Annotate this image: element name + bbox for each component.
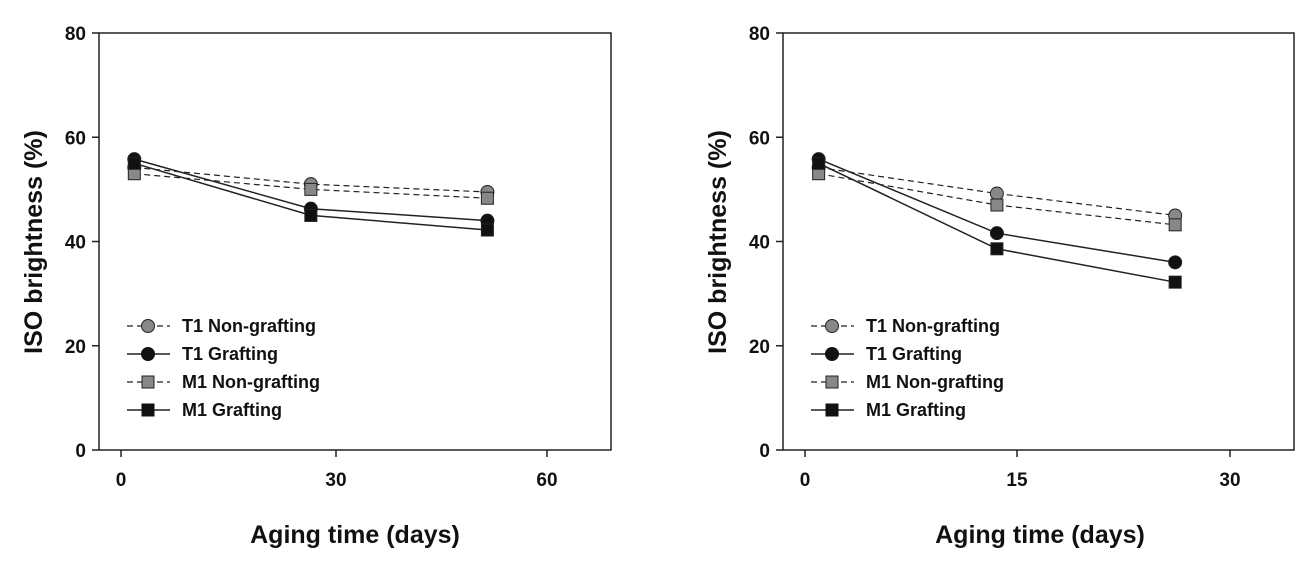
legend-marker	[141, 347, 155, 361]
legend-marker	[825, 375, 839, 389]
series-group	[811, 152, 1183, 289]
legend-label: M1 Non-grafting	[866, 372, 1004, 392]
legend-item: T1 Non-grafting	[811, 316, 1000, 336]
data-point	[1168, 255, 1183, 270]
plot-frame	[782, 32, 1295, 451]
data-point	[480, 223, 494, 237]
legend: T1 Non-grafting T1 Grafting M1 Non-graft…	[127, 316, 320, 420]
y-tick-label: 80	[65, 24, 86, 45]
legend-label: M1 Non-grafting	[182, 372, 320, 392]
y-tick-label: 20	[65, 337, 86, 358]
chart-right: 0 20 40 60 80 0 15 30 Aging time (days) …	[704, 24, 1295, 549]
data-point	[1168, 275, 1182, 289]
chart-left: 0 20 40 60 80 0 30 60 Aging time (days) …	[20, 24, 612, 549]
y-tick-label: 60	[65, 128, 86, 149]
data-point	[304, 182, 318, 196]
legend-marker	[141, 403, 155, 417]
data-point	[480, 191, 494, 205]
x-axis-title: Aging time (days)	[250, 521, 460, 549]
data-point	[1168, 218, 1182, 232]
plot-frame	[98, 32, 612, 451]
legend-marker	[141, 319, 155, 333]
data-point	[127, 156, 141, 170]
data-point	[990, 242, 1004, 256]
legend-marker	[825, 319, 839, 333]
x-tick-label: 0	[800, 470, 811, 491]
x-tick-label: 15	[1006, 470, 1028, 491]
x-tick-label: 30	[325, 470, 346, 491]
x-axis: 0 30 60	[116, 450, 558, 491]
legend-item: M1 Non-grafting	[127, 372, 320, 392]
y-axis: 0 20 40 60 80	[65, 24, 99, 462]
legend-label: T1 Grafting	[182, 344, 278, 364]
series-line	[134, 166, 488, 193]
legend-item: M1 Grafting	[127, 400, 282, 420]
legend-item: T1 Non-grafting	[127, 316, 316, 336]
legend-item: M1 Non-grafting	[811, 372, 1004, 392]
legend: T1 Non-grafting T1 Grafting M1 Non-graft…	[811, 316, 1004, 420]
y-tick-label: 60	[749, 128, 770, 149]
legend-marker	[141, 375, 155, 389]
y-tick-label: 0	[759, 441, 770, 462]
legend-label: M1 Grafting	[866, 400, 966, 420]
y-axis-title: ISO brightness (%)	[704, 130, 732, 354]
legend-label: T1 Non-grafting	[866, 316, 1000, 336]
legend-marker	[825, 403, 839, 417]
x-axis: 0 15 30	[800, 450, 1241, 491]
legend-label: T1 Grafting	[866, 344, 962, 364]
y-tick-label: 40	[65, 233, 86, 254]
data-point	[812, 156, 826, 170]
legend-label: T1 Non-grafting	[182, 316, 316, 336]
x-axis-title: Aging time (days)	[935, 521, 1145, 549]
legend-label: M1 Grafting	[182, 400, 282, 420]
series-group	[127, 152, 495, 237]
x-tick-label: 0	[116, 470, 127, 491]
legend-item: M1 Grafting	[811, 400, 966, 420]
y-tick-label: 20	[749, 337, 770, 358]
data-point	[990, 198, 1004, 212]
data-point	[989, 226, 1004, 241]
y-tick-label: 0	[75, 441, 86, 462]
y-tick-label: 80	[749, 24, 770, 45]
y-axis: 0 20 40 60 80	[749, 24, 783, 462]
legend-item: T1 Grafting	[127, 344, 278, 364]
legend-marker	[825, 347, 839, 361]
data-point	[304, 208, 318, 222]
x-tick-label: 60	[536, 470, 557, 491]
legend-item: T1 Grafting	[811, 344, 962, 364]
data-point	[989, 186, 1004, 201]
x-tick-label: 30	[1219, 470, 1240, 491]
y-axis-title: ISO brightness (%)	[20, 130, 48, 354]
series-line	[134, 173, 488, 199]
y-tick-label: 40	[749, 233, 770, 254]
